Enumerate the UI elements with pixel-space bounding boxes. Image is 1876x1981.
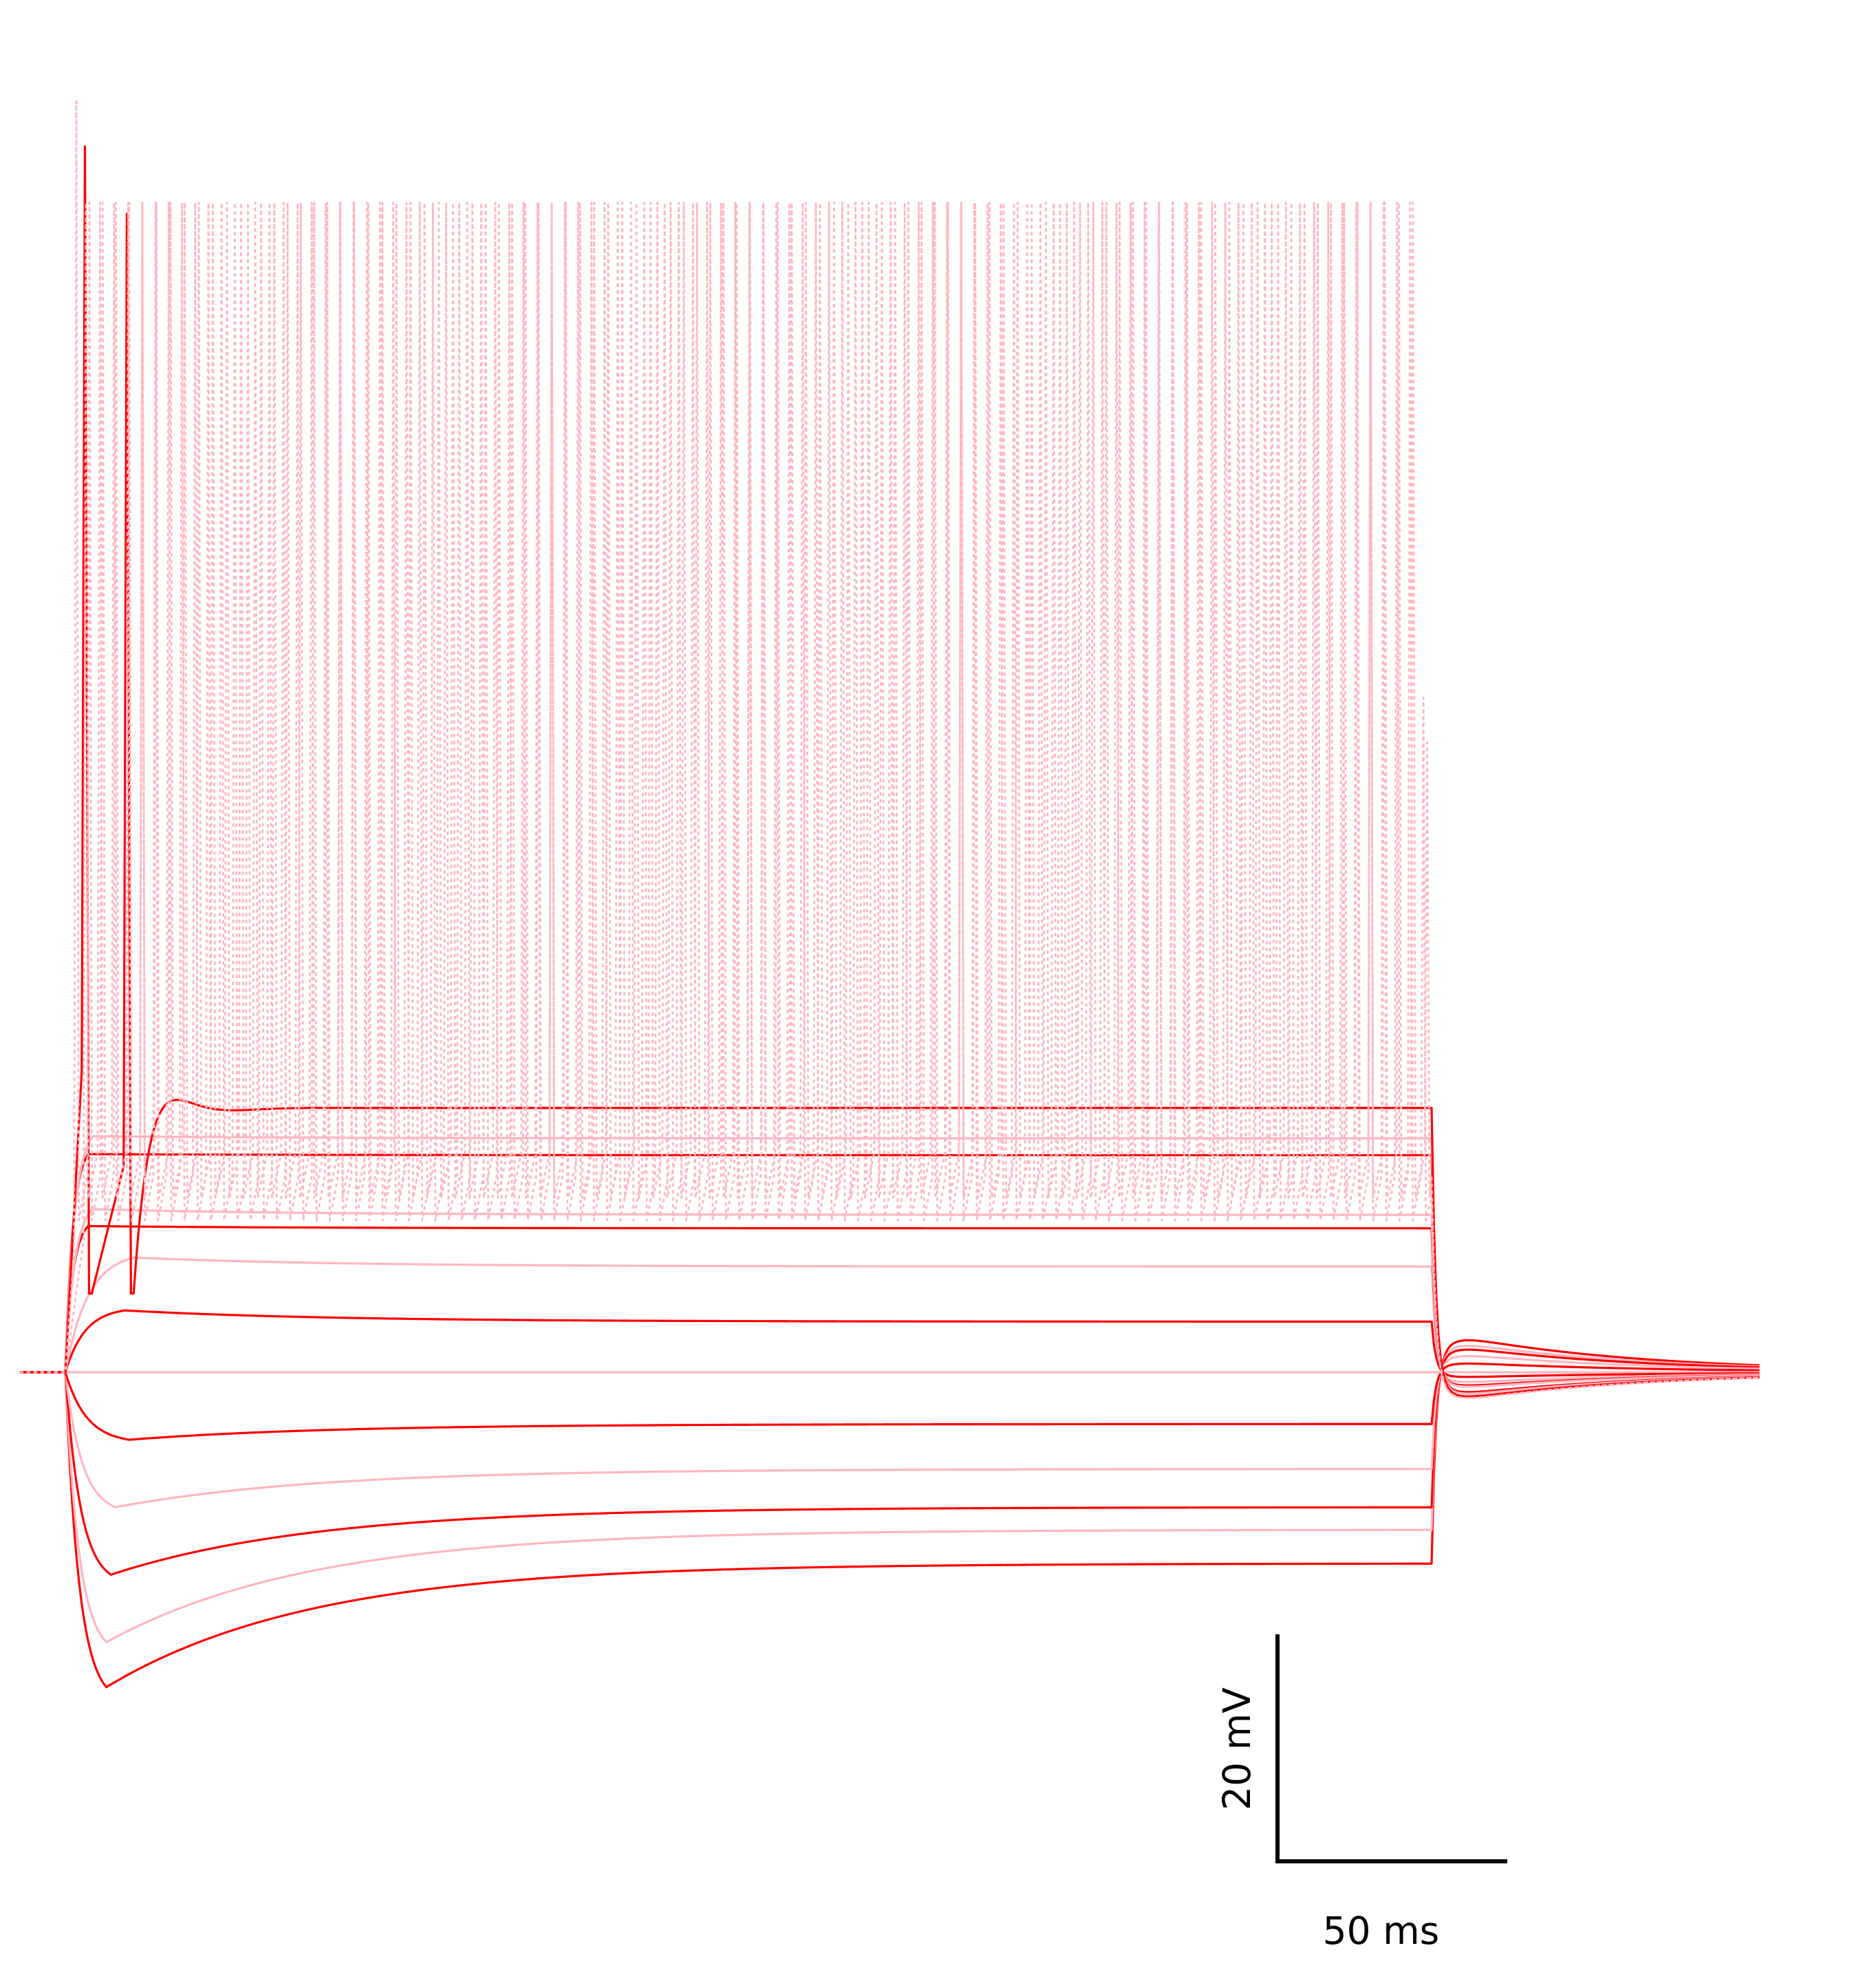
voltage-trace-10 — [19, 1208, 1760, 1388]
voltage-trace-5 — [19, 1362, 1760, 1441]
voltage-trace-2 — [19, 1345, 1760, 1643]
voltage-trace-15 — [19, 202, 1760, 1399]
voltage-trace-11 — [19, 1153, 1760, 1394]
voltage-trace-14 — [19, 100, 1760, 1399]
trace-layer — [19, 100, 1760, 1689]
voltage-trace-3 — [19, 1348, 1760, 1576]
voltage-trace-8 — [19, 1256, 1760, 1383]
scale-bar-voltage-label: 20 mV — [1215, 1687, 1259, 1810]
voltage-trace-9 — [19, 1224, 1760, 1387]
voltage-trace-1 — [19, 1339, 1760, 1689]
voltage-trace-12 — [19, 1135, 1760, 1395]
scale-bar: 20 mV 50 ms — [1215, 1634, 1507, 1953]
voltage-trace-4 — [19, 1354, 1760, 1508]
scale-bar-time-label: 50 ms — [1323, 1909, 1440, 1953]
voltage-trace-7 — [19, 1309, 1760, 1378]
